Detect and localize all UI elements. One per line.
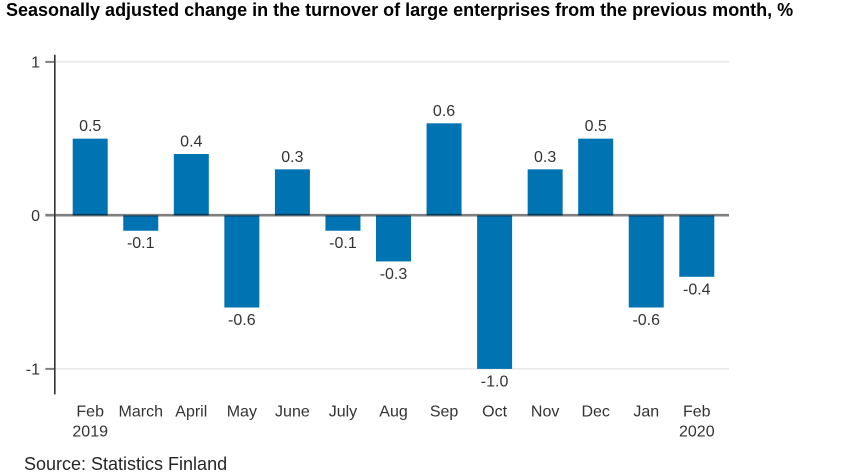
svg-text:Oct: Oct — [482, 404, 507, 421]
svg-text:July: July — [329, 404, 357, 421]
svg-text:2020: 2020 — [679, 424, 715, 441]
svg-text:-0.6: -0.6 — [228, 312, 256, 329]
svg-text:Seasonally adjusted change in: Seasonally adjusted change in the turnov… — [6, 0, 793, 20]
svg-text:0.5: 0.5 — [79, 118, 101, 135]
svg-text:Nov: Nov — [531, 404, 559, 421]
svg-text:March: March — [119, 404, 163, 421]
svg-text:Aug: Aug — [379, 404, 407, 421]
svg-text:2019: 2019 — [72, 424, 108, 441]
svg-text:Sep: Sep — [430, 404, 459, 421]
svg-text:-1: -1 — [26, 362, 40, 379]
svg-text:0.3: 0.3 — [534, 149, 556, 166]
svg-text:0.5: 0.5 — [585, 118, 607, 135]
svg-text:May: May — [227, 404, 257, 421]
svg-text:June: June — [275, 404, 310, 421]
svg-text:Feb: Feb — [76, 404, 104, 421]
svg-text:Source: Statistics Finland: Source: Statistics Finland — [24, 454, 227, 474]
svg-text:-0.3: -0.3 — [380, 266, 408, 283]
svg-text:0.3: 0.3 — [281, 149, 303, 166]
svg-text:0: 0 — [31, 208, 40, 225]
svg-text:Dec: Dec — [581, 404, 609, 421]
svg-text:-0.1: -0.1 — [329, 235, 357, 252]
svg-text:-1.0: -1.0 — [481, 373, 509, 390]
svg-text:0.4: 0.4 — [180, 134, 202, 151]
svg-text:Feb: Feb — [683, 404, 711, 421]
svg-text:-0.1: -0.1 — [127, 235, 155, 252]
svg-text:-0.6: -0.6 — [632, 312, 660, 329]
svg-text:1: 1 — [31, 55, 40, 72]
svg-text:0.6: 0.6 — [433, 103, 455, 120]
svg-text:April: April — [175, 404, 207, 421]
svg-text:-0.4: -0.4 — [683, 281, 711, 298]
svg-text:Jan: Jan — [633, 404, 659, 421]
